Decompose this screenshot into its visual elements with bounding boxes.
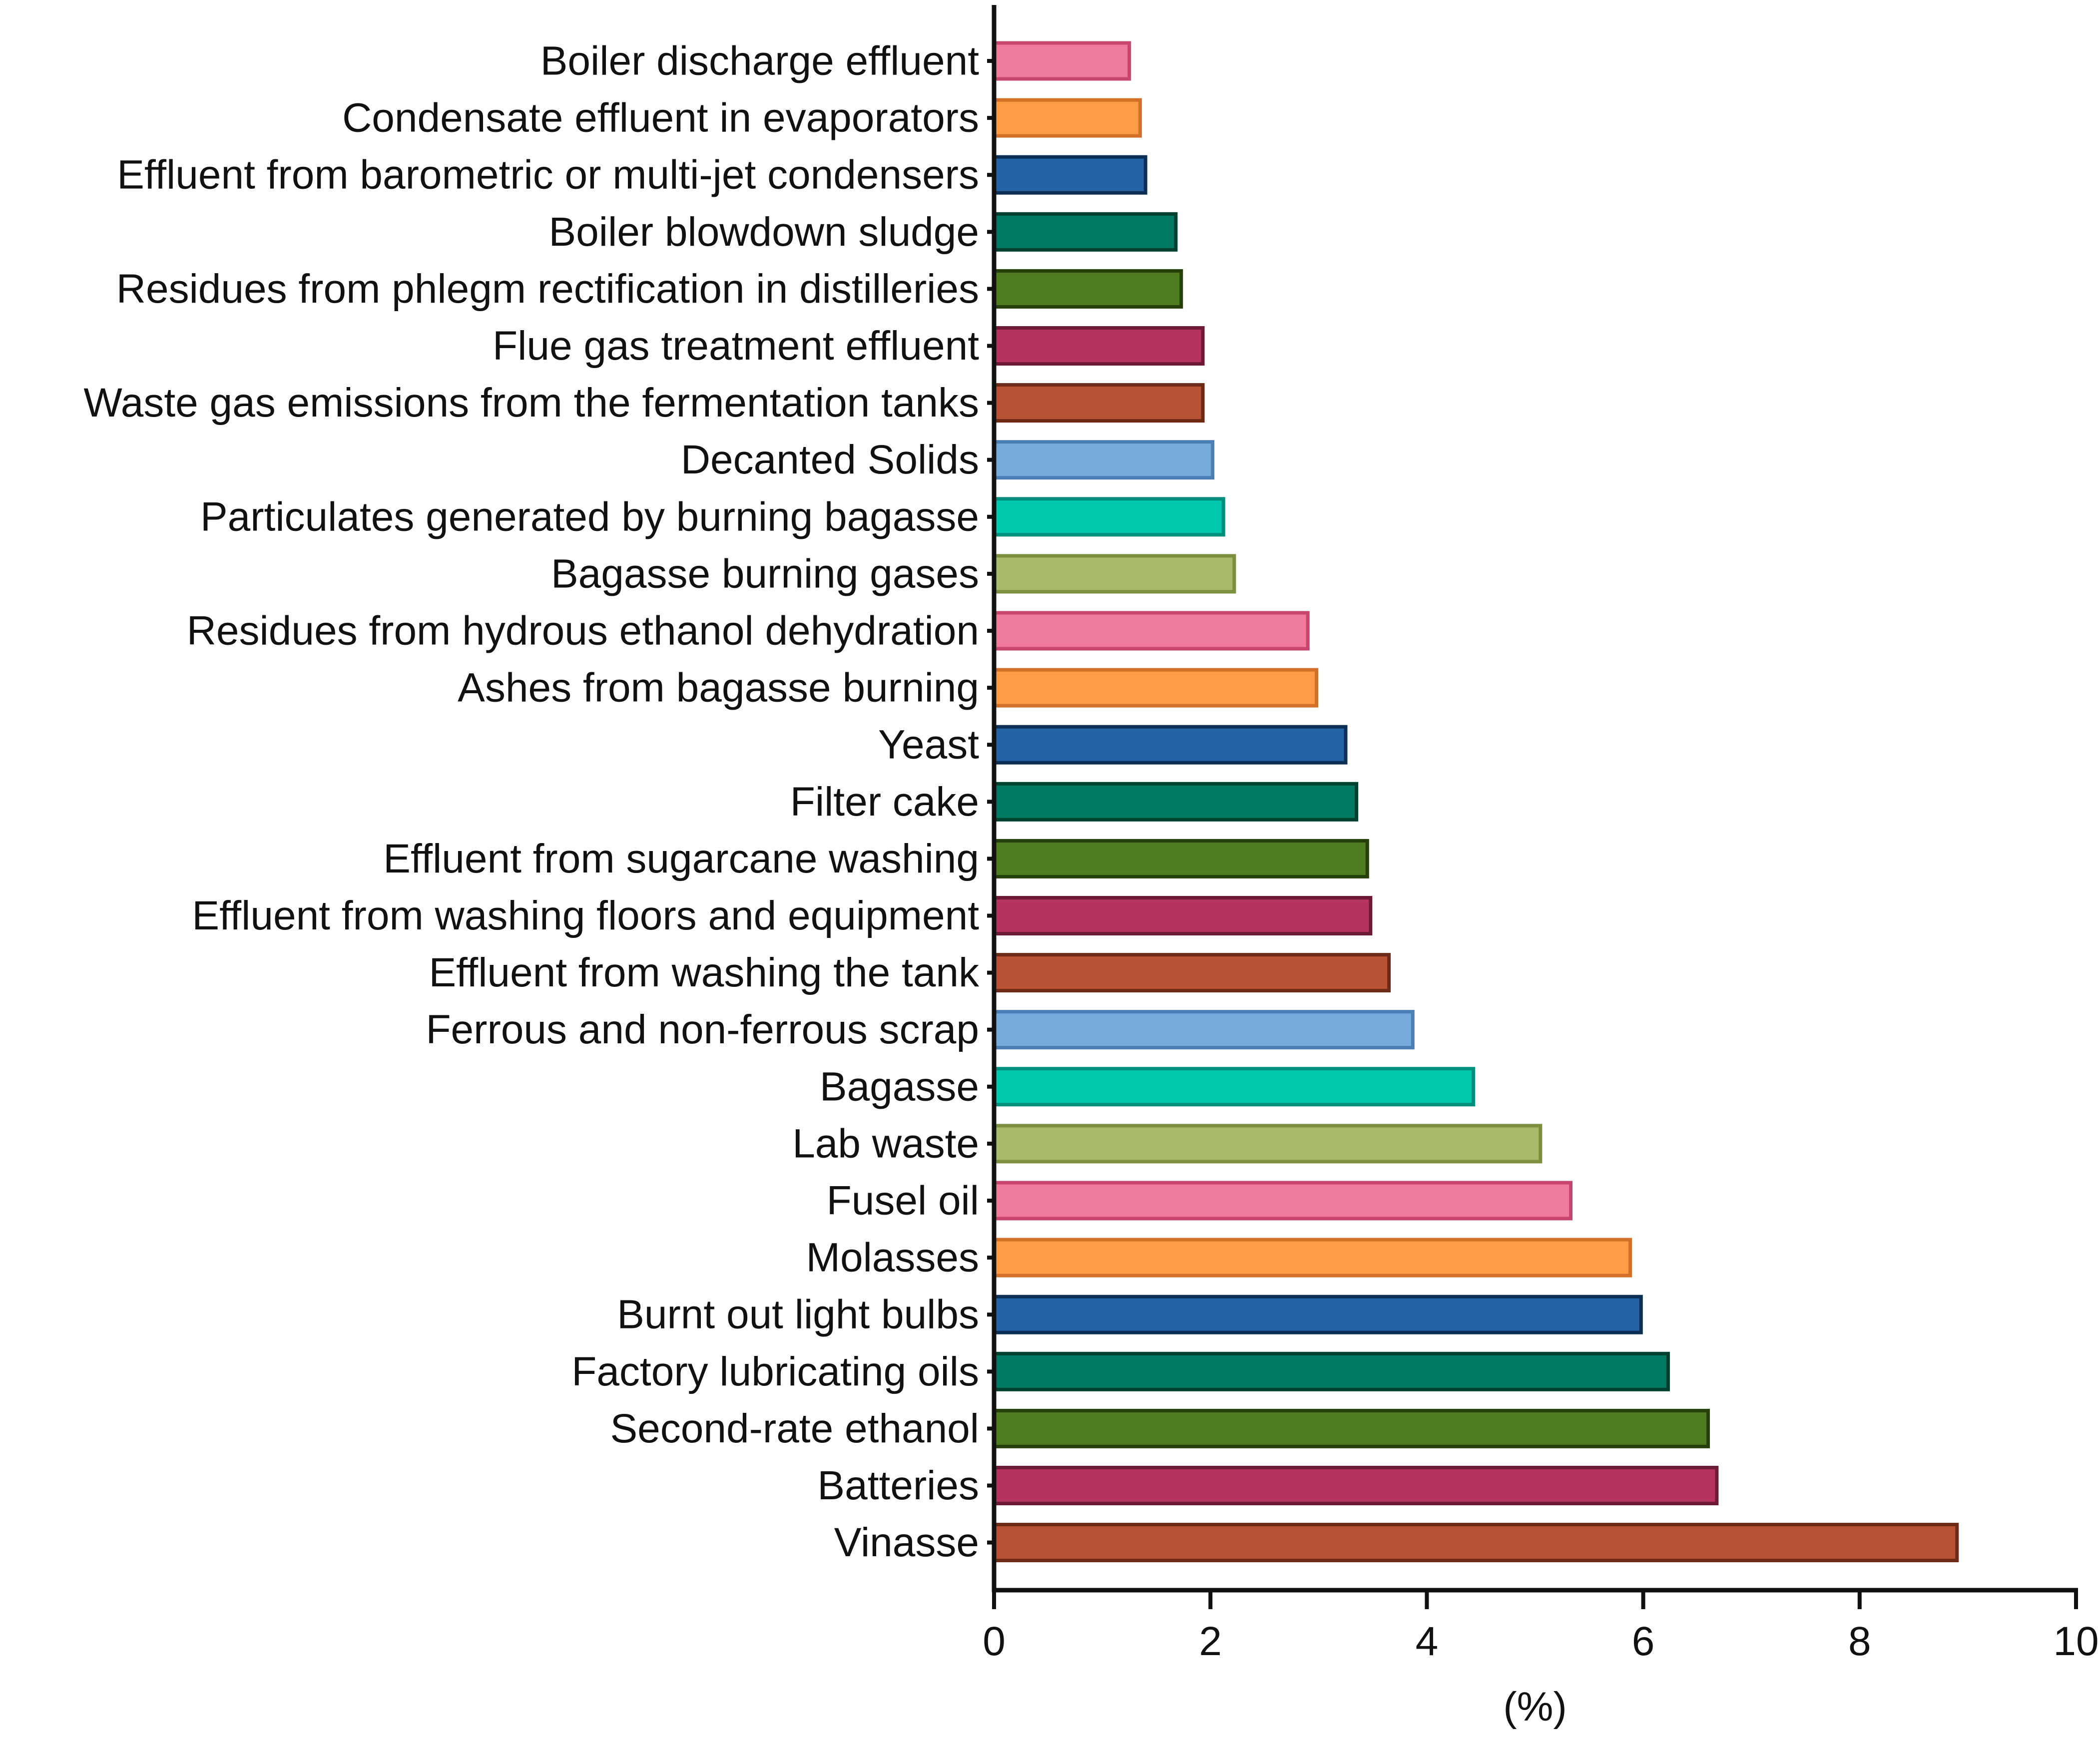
bar-second-rate-ethanol: [992, 1408, 1710, 1448]
bar-decanted-solids: [992, 440, 1215, 480]
category-label-bagasse-burning-gases: Bagasse burning gases: [551, 551, 979, 596]
bar-lab-waste: [992, 1124, 1543, 1164]
bar-factory-lubricating-oils: [992, 1351, 1670, 1391]
category-label-effluent-from-sugarcane-washing: Effluent from sugarcane washing: [383, 836, 979, 881]
bar-fusel-oil: [992, 1181, 1573, 1221]
bar-effluent-from-sugarcane-washing: [992, 839, 1369, 878]
x-tick-label-2: 2: [1199, 1619, 1222, 1664]
bar-waste-gas-emissions-from-the-fermentation-tanks: [992, 383, 1205, 423]
category-label-residues-from-hydrous-ethanol-dehydration: Residues from hydrous ethanol dehydratio…: [187, 608, 979, 654]
category-label-ferrous-and-non-ferrous-scrap: Ferrous and non-ferrous scrap: [426, 1007, 979, 1052]
category-label-boiler-blowdown-sludge: Boiler blowdown sludge: [548, 209, 979, 255]
x-tick-label-8: 8: [1848, 1619, 1871, 1664]
category-label-second-rate-ethanol: Second-rate ethanol: [610, 1406, 979, 1451]
category-label-particulates-generated-by-burning-bagasse: Particulates generated by burning bagass…: [200, 494, 979, 539]
bar-condensate-effluent-in-evaporators: [992, 98, 1142, 138]
category-label-batteries: Batteries: [817, 1463, 979, 1508]
bar-filter-cake: [992, 782, 1359, 822]
bar-boiler-blowdown-sludge: [992, 212, 1178, 252]
category-label-effluent-from-barometric-or-multi-jet-condensers: Effluent from barometric or multi-jet co…: [117, 152, 979, 198]
bar-residues-from-phlegm-rectification-in-distilleries: [992, 269, 1183, 309]
category-label-molasses: Molasses: [806, 1235, 979, 1281]
x-tick-label-6: 6: [1632, 1619, 1655, 1664]
category-label-effluent-from-washing-the-tank: Effluent from washing the tank: [429, 950, 980, 995]
category-label-fusel-oil: Fusel oil: [827, 1178, 979, 1224]
category-label-ashes-from-bagasse-burning: Ashes from bagasse burning: [458, 665, 979, 711]
x-axis-title: (%): [1503, 1684, 1567, 1730]
category-label-flue-gas-treatment-effluent: Flue gas treatment effluent: [493, 323, 979, 369]
category-label-vinasse: Vinasse: [834, 1520, 979, 1565]
bar-effluent-from-barometric-or-multi-jet-condensers: [992, 155, 1147, 195]
bar-flue-gas-treatment-effluent: [992, 326, 1205, 366]
category-label-factory-lubricating-oils: Factory lubricating oils: [571, 1349, 979, 1394]
bar-bagasse: [992, 1067, 1476, 1107]
x-tick-label-4: 4: [1416, 1619, 1439, 1664]
bar-vinasse: [992, 1523, 1959, 1563]
y-axis: [987, 5, 997, 1592]
bar-ferrous-and-non-ferrous-scrap: [992, 1010, 1415, 1050]
bar-burnt-out-light-bulbs: [992, 1295, 1643, 1334]
category-label-filter-cake: Filter cake: [790, 779, 979, 825]
x-tick-label-0: 0: [983, 1619, 1006, 1664]
category-label-condensate-effluent-in-evaporators: Condensate effluent in evaporators: [342, 95, 979, 141]
bar-bagasse-burning-gases: [992, 554, 1236, 594]
category-label-effluent-from-washing-floors-and-equipment: Effluent from washing floors and equipme…: [192, 893, 979, 938]
bar-residues-from-hydrous-ethanol-dehydration: [992, 611, 1310, 651]
bar-molasses: [992, 1238, 1632, 1278]
category-label-waste-gas-emissions-from-the-fermentation-tanks: Waste gas emissions from the fermentatio…: [83, 380, 979, 426]
bar-ashes-from-bagasse-burning: [992, 668, 1318, 708]
bar-boiler-discharge-effluent: [992, 41, 1131, 81]
bar-particulates-generated-by-burning-bagasse: [992, 497, 1225, 537]
x-tick-label-10: 10: [2053, 1619, 2099, 1664]
bar-batteries: [992, 1466, 1719, 1505]
x-axis: 0 2 4 6 8 10: [983, 1588, 2099, 1664]
category-labels: Boiler discharge effluent Condensate effl…: [83, 38, 980, 1566]
category-label-burnt-out-light-bulbs: Burnt out light bulbs: [617, 1292, 979, 1337]
bar-effluent-from-washing-the-tank: [992, 953, 1391, 993]
bars-group: [992, 41, 1959, 1563]
bar-yeast: [992, 725, 1348, 765]
category-label-yeast: Yeast: [878, 722, 979, 768]
category-label-boiler-discharge-effluent: Boiler discharge effluent: [540, 38, 979, 84]
category-label-residues-from-phlegm-rectification-in-distilleries: Residues from phlegm rectification in di…: [116, 266, 979, 312]
category-label-lab-waste: Lab waste: [792, 1121, 979, 1166]
bar-effluent-from-washing-floors-and-equipment: [992, 896, 1373, 935]
category-label-bagasse: Bagasse: [820, 1064, 979, 1109]
category-label-decanted-solids: Decanted Solids: [681, 437, 979, 482]
